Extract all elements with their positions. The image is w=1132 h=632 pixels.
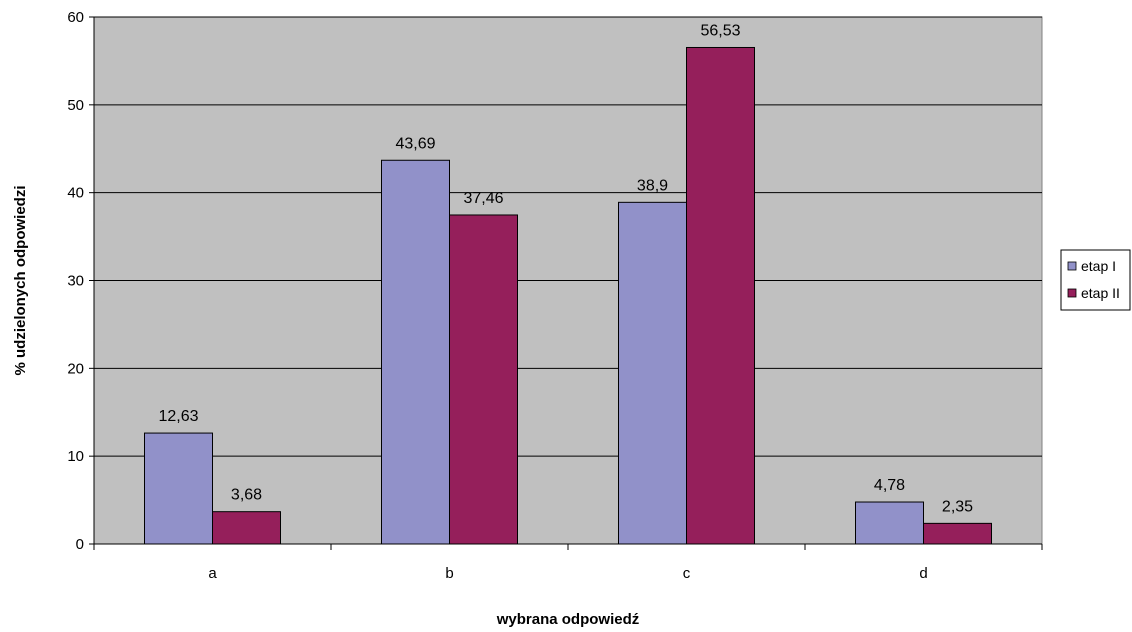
data-label: 56,53 (700, 22, 740, 39)
bar-etap-ii-c (686, 46, 755, 545)
gridlines (94, 16, 1042, 457)
y-tick-label: 20 (67, 360, 84, 377)
y-tick-label: 0 (76, 536, 84, 553)
bar-etap-ii-d (923, 522, 992, 545)
bar-etap-i-c (618, 201, 687, 545)
data-label: 3,68 (231, 487, 262, 504)
y-tick-labels: 0 10 20 30 40 50 60 (67, 9, 84, 553)
data-labels: 12,63 3,68 43,69 37,46 38,9 56,53 4,78 2,35 (158, 22, 973, 515)
x-axis-title: wybrana odpowiedź (496, 611, 640, 628)
y-tick-label: 30 (67, 273, 84, 290)
x-tick-label: d (919, 565, 927, 582)
legend: etap I etap II (1060, 249, 1131, 311)
data-label: 4,78 (874, 477, 905, 494)
x-tick-labels: a b c d (208, 565, 927, 582)
legend-swatch-etap-i (1067, 261, 1077, 271)
axes (89, 16, 1043, 550)
data-label: 43,69 (395, 135, 435, 152)
y-tick-label: 10 (67, 448, 84, 465)
bar-etap-i-b (381, 159, 450, 545)
data-label: 38,9 (637, 177, 668, 194)
x-tick-label: b (445, 565, 453, 582)
y-tick-label: 40 (67, 185, 84, 202)
legend-label-etap-i: etap I (1081, 258, 1116, 274)
y-tick-label: 50 (67, 97, 84, 114)
y-tick-label: 60 (67, 9, 84, 26)
legend-swatch-etap-ii (1067, 288, 1077, 298)
bar-etap-i-a (144, 432, 213, 545)
bars (144, 46, 992, 545)
y-axis-title: % udzielonych odpowiedzi (12, 185, 29, 375)
x-tick-label: a (208, 565, 217, 582)
bar-etap-ii-a (212, 511, 281, 545)
x-tick-label: c (683, 565, 691, 582)
data-label: 12,63 (158, 408, 198, 425)
data-label: 2,35 (942, 498, 973, 515)
data-label: 37,46 (463, 190, 503, 207)
bar-etap-i-d (855, 501, 924, 545)
legend-box (1060, 249, 1131, 311)
legend-label-etap-ii: etap II (1081, 285, 1120, 301)
bar-etap-ii-b (449, 214, 518, 545)
